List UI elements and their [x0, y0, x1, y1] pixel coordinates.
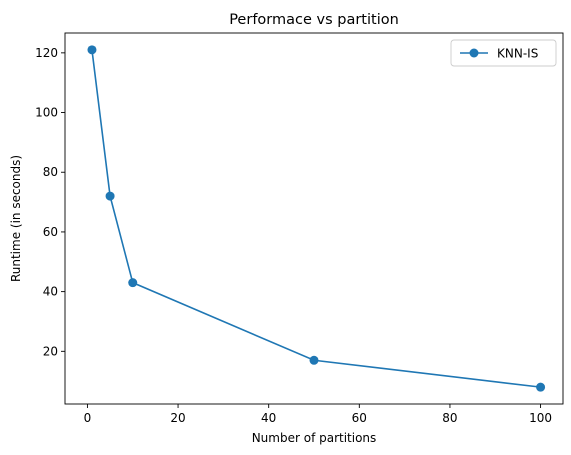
y-tick-label: 120: [35, 46, 58, 60]
data-point: [536, 382, 546, 392]
x-tick-label: 100: [529, 411, 552, 425]
legend-label: KNN-IS: [497, 47, 538, 61]
y-tick-label: 40: [43, 285, 58, 299]
x-tick-label: 80: [442, 411, 457, 425]
plot-area: [87, 45, 546, 392]
x-axis: 0 20 40 60 80 100: [84, 404, 552, 425]
data-point: [105, 191, 115, 201]
y-tick-label: 60: [43, 225, 58, 239]
x-tick-label: 0: [84, 411, 92, 425]
legend-marker: [469, 48, 479, 58]
data-point: [309, 355, 319, 365]
data-point: [87, 45, 97, 55]
data-point: [128, 278, 138, 288]
x-tick-label: 60: [352, 411, 367, 425]
chart-title: Performace vs partition: [229, 12, 399, 28]
legend: KNN-IS: [450, 39, 557, 67]
y-axis-label: Runtime (in seconds): [9, 155, 23, 282]
series-line: [91, 49, 541, 388]
y-tick-label: 100: [35, 106, 58, 120]
y-tick-label: 80: [43, 165, 58, 179]
x-axis-label: Number of partitions: [252, 431, 377, 445]
y-axis: 20 40 60 80 100 120: [35, 46, 65, 358]
x-tick-label: 40: [261, 411, 276, 425]
x-tick-label: 20: [170, 411, 185, 425]
legend-box: [450, 39, 557, 67]
axes-frame: [64, 32, 564, 405]
y-tick-label: 20: [43, 344, 58, 358]
